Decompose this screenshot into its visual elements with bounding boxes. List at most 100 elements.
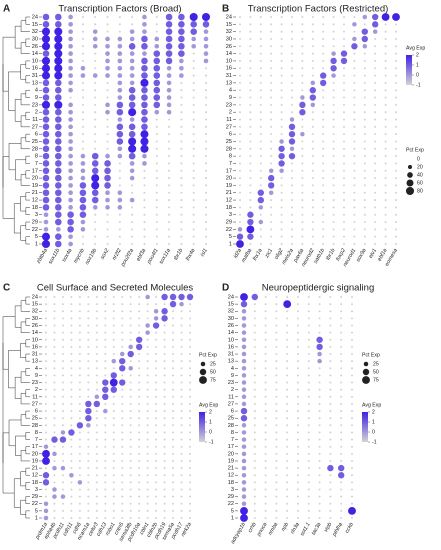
- dot: [87, 467, 90, 470]
- dot: [70, 317, 73, 320]
- dot: [138, 374, 141, 377]
- dot: [42, 182, 50, 189]
- dot: [44, 410, 48, 413]
- dot: [81, 37, 84, 41]
- dot: [268, 182, 275, 189]
- dot: [168, 213, 171, 216]
- dot: [61, 410, 64, 413]
- dot: [342, 15, 346, 19]
- column-label: pnoca: [256, 522, 269, 539]
- dot: [299, 101, 306, 109]
- column-label: cckb: [344, 522, 355, 535]
- dot: [112, 324, 115, 327]
- dot: [363, 118, 366, 121]
- dot: [288, 130, 296, 138]
- row-label: 15: [226, 22, 232, 28]
- dot: [270, 147, 273, 150]
- dot: [240, 514, 248, 522]
- dot: [87, 445, 90, 448]
- dot: [322, 228, 325, 231]
- dot: [329, 367, 332, 370]
- dot: [384, 45, 387, 48]
- dot: [54, 64, 63, 73]
- dot: [155, 30, 158, 33]
- dot: [275, 410, 278, 413]
- dot: [169, 293, 177, 301]
- dot: [249, 59, 252, 62]
- dot: [257, 189, 264, 196]
- dot: [141, 86, 148, 94]
- dot: [290, 213, 294, 216]
- dot: [384, 162, 387, 165]
- dot: [249, 140, 252, 143]
- dot: [42, 94, 50, 101]
- dot: [121, 445, 124, 448]
- dot: [131, 191, 134, 194]
- dot: [102, 386, 109, 393]
- dot: [363, 169, 366, 172]
- dot: [60, 465, 66, 471]
- dot: [264, 502, 267, 505]
- dot: [106, 235, 109, 238]
- dot: [270, 30, 273, 33]
- dot: [253, 353, 256, 356]
- dot: [105, 65, 110, 71]
- dot: [342, 221, 346, 224]
- dot: [95, 474, 98, 477]
- dot: [168, 147, 171, 150]
- dot: [68, 234, 73, 240]
- dot: [172, 459, 175, 462]
- dot: [275, 338, 278, 341]
- dot: [204, 220, 208, 224]
- dot: [153, 57, 161, 65]
- dot: [85, 400, 92, 408]
- dot: [163, 502, 166, 505]
- dot: [264, 317, 267, 320]
- dot: [180, 242, 183, 246]
- dot: [131, 213, 134, 216]
- dot: [286, 438, 289, 441]
- dot: [128, 137, 137, 146]
- dot: [384, 103, 387, 106]
- dot: [87, 488, 90, 491]
- dot: [117, 51, 123, 56]
- dot: [238, 140, 242, 143]
- dot: [249, 74, 252, 77]
- dot: [353, 133, 356, 136]
- size-key-label: 25: [210, 361, 216, 367]
- dot: [188, 402, 192, 405]
- dot: [81, 30, 84, 33]
- dot: [290, 103, 294, 106]
- dot: [280, 74, 283, 77]
- dot: [87, 367, 90, 370]
- size-key-label: 75: [373, 377, 379, 383]
- dot: [329, 481, 332, 484]
- dot: [188, 481, 192, 484]
- dot: [394, 89, 398, 92]
- dot: [178, 13, 185, 21]
- dot: [374, 103, 377, 106]
- row-label: 19: [32, 183, 38, 189]
- dot: [131, 235, 134, 238]
- dot: [118, 184, 121, 187]
- dot: [301, 191, 304, 194]
- row-label: 23: [32, 380, 38, 386]
- dot: [168, 155, 171, 158]
- dot: [311, 30, 314, 33]
- dot: [138, 381, 141, 384]
- dot: [155, 15, 158, 19]
- dot: [264, 374, 267, 377]
- dot: [238, 15, 242, 19]
- dot: [384, 140, 387, 143]
- dot: [241, 308, 247, 314]
- dot: [318, 431, 321, 434]
- dot: [129, 295, 132, 299]
- dot: [95, 438, 98, 441]
- dot: [270, 67, 273, 70]
- dot: [105, 153, 110, 159]
- dot: [78, 353, 81, 356]
- dot: [322, 235, 325, 238]
- dot: [178, 50, 185, 57]
- dot: [340, 303, 343, 306]
- dot: [163, 431, 166, 434]
